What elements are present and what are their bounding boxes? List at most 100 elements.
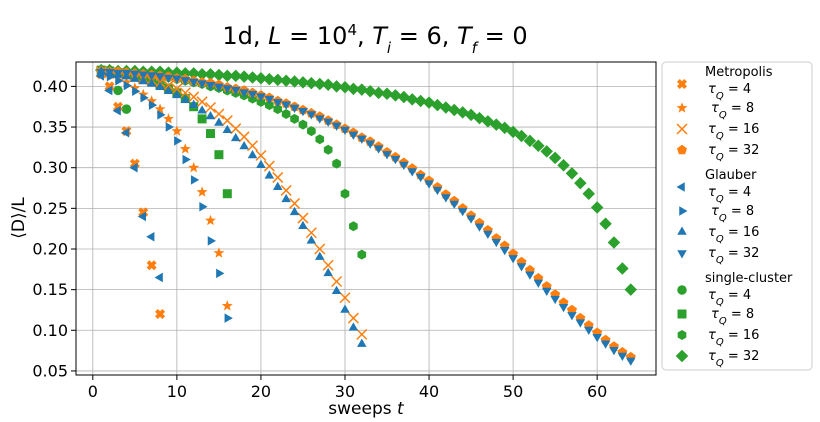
data-point — [174, 136, 183, 146]
data-point — [171, 83, 183, 95]
y-axis-label: ⟨D⟩/L — [9, 197, 29, 239]
data-point — [347, 312, 359, 324]
data-point — [307, 126, 316, 137]
data-point — [624, 283, 638, 296]
data-point — [254, 72, 268, 85]
data-point — [214, 117, 224, 126]
data-point — [290, 113, 299, 124]
legend-marker — [679, 206, 688, 216]
data-point — [247, 149, 258, 159]
data-point — [540, 145, 553, 158]
y-tick-label: 0.05 — [32, 361, 68, 380]
data-point — [263, 72, 276, 86]
legend-marker — [677, 285, 687, 295]
data-point — [607, 236, 621, 249]
y-tick-label: 0.25 — [32, 199, 68, 218]
data-point — [154, 103, 166, 114]
data-point — [541, 287, 552, 296]
data-point — [298, 108, 308, 117]
data-point — [280, 184, 292, 196]
data-point — [222, 85, 233, 94]
plot-area — [94, 63, 638, 366]
legend-marker — [677, 309, 687, 319]
data-point — [172, 89, 182, 99]
legend-entry-label: τQ = 16 — [708, 225, 759, 245]
data-point — [349, 221, 358, 232]
data-point — [138, 76, 149, 85]
plot-frame — [75, 61, 657, 376]
data-point — [348, 322, 359, 331]
data-point — [205, 214, 216, 226]
data-point — [279, 74, 293, 87]
data-point — [626, 357, 636, 366]
data-point — [592, 334, 602, 343]
data-point — [331, 275, 343, 288]
data-point — [155, 309, 166, 320]
data-point — [566, 304, 577, 315]
series-2 — [95, 66, 368, 340]
data-point — [414, 94, 427, 108]
data-point — [574, 176, 587, 190]
data-point — [121, 104, 132, 114]
data-point — [289, 206, 300, 216]
data-point — [407, 168, 417, 177]
legend-group-title: single-cluster — [705, 271, 793, 286]
data-point — [204, 67, 217, 81]
data-point — [205, 82, 216, 91]
data-point — [237, 70, 251, 83]
data-point — [305, 227, 317, 239]
x-tick-label: 20 — [251, 382, 271, 401]
data-point — [466, 215, 476, 224]
data-point — [216, 268, 225, 279]
data-point — [331, 122, 342, 131]
x-tick-label: 50 — [503, 382, 523, 401]
data-point — [213, 247, 225, 258]
data-point — [171, 125, 183, 136]
data-point — [533, 279, 544, 288]
data-point — [146, 232, 155, 242]
data-point — [321, 78, 335, 92]
data-point — [498, 121, 511, 135]
data-point — [180, 77, 191, 86]
data-point — [338, 80, 352, 94]
x-tick-label: 10 — [167, 382, 187, 401]
data-point — [340, 188, 350, 199]
data-point — [239, 89, 249, 98]
data-point — [405, 93, 419, 106]
legend-entry-label: τQ = 4 — [708, 288, 751, 308]
data-point — [197, 80, 207, 89]
data-point — [363, 85, 377, 98]
series-0 — [96, 69, 166, 320]
data-point — [424, 180, 434, 189]
series-7 — [96, 69, 636, 366]
data-point — [213, 108, 225, 120]
data-point — [590, 201, 604, 214]
data-point — [247, 90, 258, 100]
data-point — [357, 338, 367, 347]
data-point — [264, 170, 275, 179]
legend-entry-label: τQ = 16 — [708, 122, 759, 142]
data-point — [347, 82, 360, 96]
data-point — [474, 223, 485, 232]
data-point — [129, 162, 138, 173]
data-point — [315, 134, 325, 145]
data-point — [179, 87, 191, 99]
data-point — [272, 99, 283, 108]
data-point — [516, 263, 527, 272]
data-point — [548, 151, 562, 165]
data-point — [204, 101, 217, 114]
data-point — [340, 126, 350, 135]
legend-marker — [677, 250, 687, 259]
series-11 — [94, 63, 638, 296]
data-point — [224, 313, 233, 323]
legend-entry-label: τQ = 8 — [711, 307, 754, 327]
data-point — [432, 186, 443, 196]
data-point — [146, 95, 158, 106]
series-5 — [98, 68, 233, 323]
legend-entry-label: τQ = 16 — [708, 328, 759, 348]
legend-marker — [677, 79, 687, 89]
data-point — [188, 99, 199, 108]
data-point — [140, 93, 149, 103]
data-point — [230, 86, 241, 96]
y-tick-label: 0.15 — [32, 280, 68, 299]
